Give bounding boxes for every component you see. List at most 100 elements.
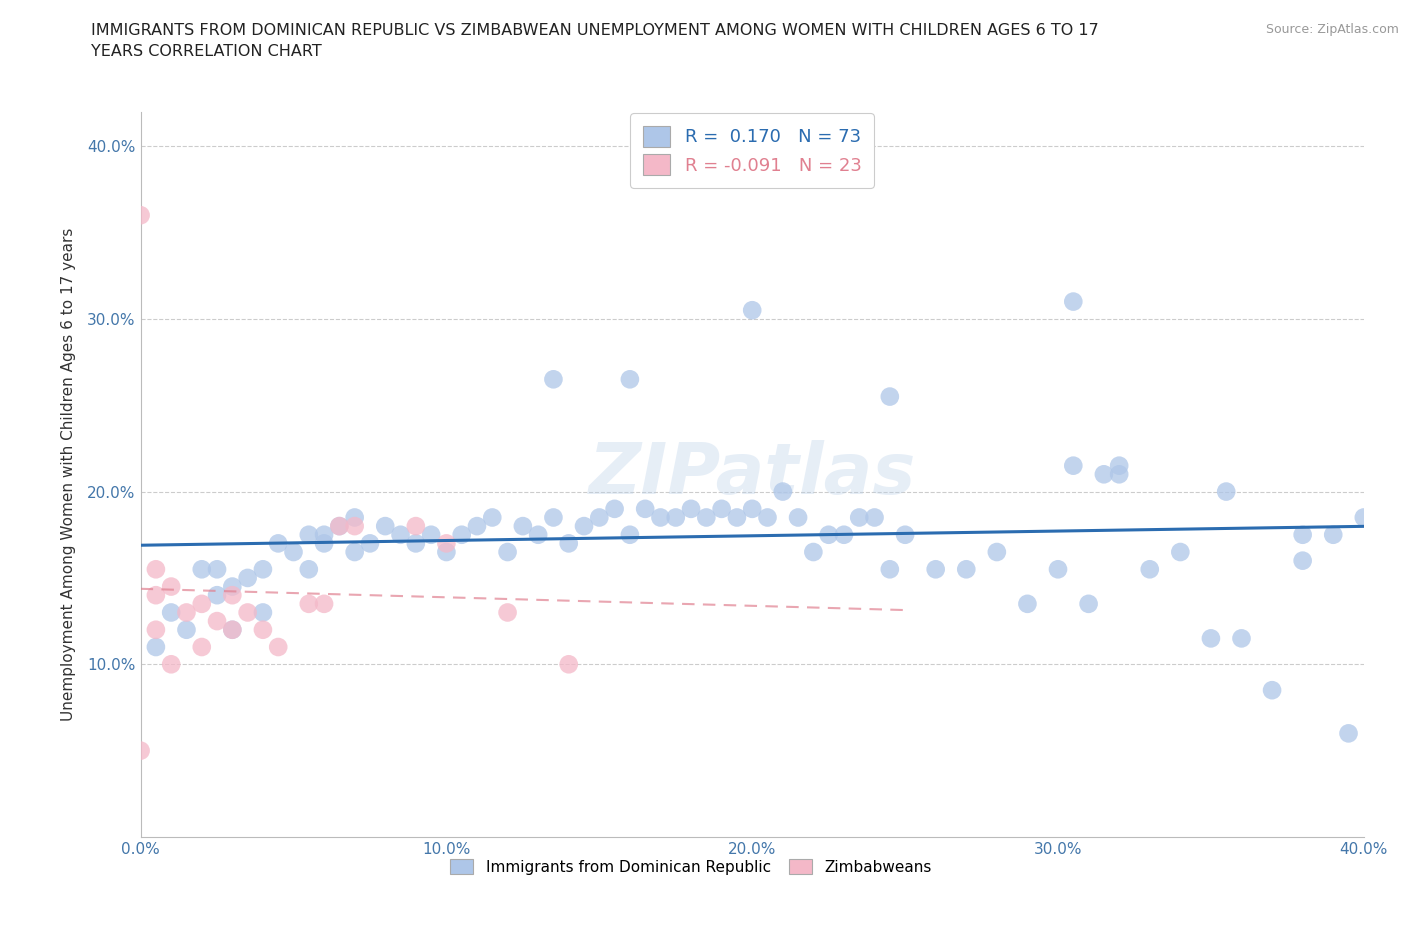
Point <box>328 519 350 534</box>
Point <box>543 372 565 387</box>
Point <box>1062 294 1084 309</box>
Point <box>848 510 870 525</box>
Point <box>267 640 290 655</box>
Point <box>221 588 243 603</box>
Point <box>236 570 259 585</box>
Point <box>129 743 152 758</box>
Point <box>803 545 825 560</box>
Point <box>343 519 366 534</box>
Text: YEARS CORRELATION CHART: YEARS CORRELATION CHART <box>91 44 322 59</box>
Point <box>145 562 167 577</box>
Point <box>558 536 581 551</box>
Point <box>1108 467 1130 482</box>
Point <box>863 510 886 525</box>
Point <box>328 519 350 534</box>
Point <box>634 501 657 516</box>
Point <box>191 596 214 611</box>
Point <box>496 605 519 620</box>
Point <box>1291 553 1313 568</box>
Point <box>925 562 948 577</box>
Point <box>832 527 855 542</box>
Point <box>1199 631 1222 645</box>
Point <box>603 501 626 516</box>
Point <box>236 605 259 620</box>
Point <box>681 501 703 516</box>
Point <box>496 545 519 560</box>
Point <box>145 588 167 603</box>
Point <box>1062 458 1084 473</box>
Point <box>405 519 427 534</box>
Point <box>879 389 901 404</box>
Point <box>129 207 152 222</box>
Point <box>1108 458 1130 473</box>
Point <box>420 527 443 542</box>
Point <box>405 536 427 551</box>
Point <box>160 657 183 671</box>
Point <box>695 510 717 525</box>
Point <box>205 562 228 577</box>
Point <box>558 657 581 671</box>
Point <box>343 510 366 525</box>
Point <box>436 545 458 560</box>
Text: IMMIGRANTS FROM DOMINICAN REPUBLIC VS ZIMBABWEAN UNEMPLOYMENT AMONG WOMEN WITH C: IMMIGRANTS FROM DOMINICAN REPUBLIC VS ZI… <box>91 23 1099 38</box>
Point <box>741 303 763 318</box>
Point <box>1230 631 1253 645</box>
Point <box>252 622 274 637</box>
Point <box>312 536 335 551</box>
Point <box>252 562 274 577</box>
Point <box>160 605 183 620</box>
Point <box>252 605 274 620</box>
Point <box>787 510 810 525</box>
Point <box>879 562 901 577</box>
Point <box>741 501 763 516</box>
Point <box>176 622 198 637</box>
Point <box>1215 485 1237 499</box>
Point <box>374 519 396 534</box>
Point <box>160 579 183 594</box>
Point <box>588 510 610 525</box>
Point <box>817 527 839 542</box>
Point <box>298 527 321 542</box>
Point <box>710 501 733 516</box>
Point <box>312 527 335 542</box>
Point <box>512 519 534 534</box>
Point <box>1046 562 1070 577</box>
Point <box>267 536 290 551</box>
Point <box>343 545 366 560</box>
Point <box>1170 545 1192 560</box>
Point <box>436 536 458 551</box>
Legend: Immigrants from Dominican Republic, Zimbabweans: Immigrants from Dominican Republic, Zimb… <box>441 849 941 884</box>
Text: Source: ZipAtlas.com: Source: ZipAtlas.com <box>1265 23 1399 36</box>
Point <box>665 510 688 525</box>
Point <box>450 527 472 542</box>
Point <box>221 622 243 637</box>
Point <box>1337 726 1360 741</box>
Point <box>465 519 488 534</box>
Point <box>176 605 198 620</box>
Text: ZIPatlas: ZIPatlas <box>589 440 915 509</box>
Point <box>1322 527 1344 542</box>
Point <box>1017 596 1039 611</box>
Point <box>1291 527 1313 542</box>
Point <box>359 536 381 551</box>
Point <box>619 372 641 387</box>
Point <box>527 527 550 542</box>
Point <box>298 596 321 611</box>
Point <box>389 527 412 542</box>
Point <box>205 588 228 603</box>
Point <box>1261 683 1284 698</box>
Point <box>619 527 641 542</box>
Point <box>1077 596 1099 611</box>
Point <box>481 510 503 525</box>
Point <box>1139 562 1161 577</box>
Point <box>725 510 748 525</box>
Point <box>298 562 321 577</box>
Point <box>205 614 228 629</box>
Point <box>955 562 977 577</box>
Point <box>145 622 167 637</box>
Point <box>986 545 1008 560</box>
Point <box>756 510 779 525</box>
Point <box>650 510 672 525</box>
Point <box>221 622 243 637</box>
Point <box>191 562 214 577</box>
